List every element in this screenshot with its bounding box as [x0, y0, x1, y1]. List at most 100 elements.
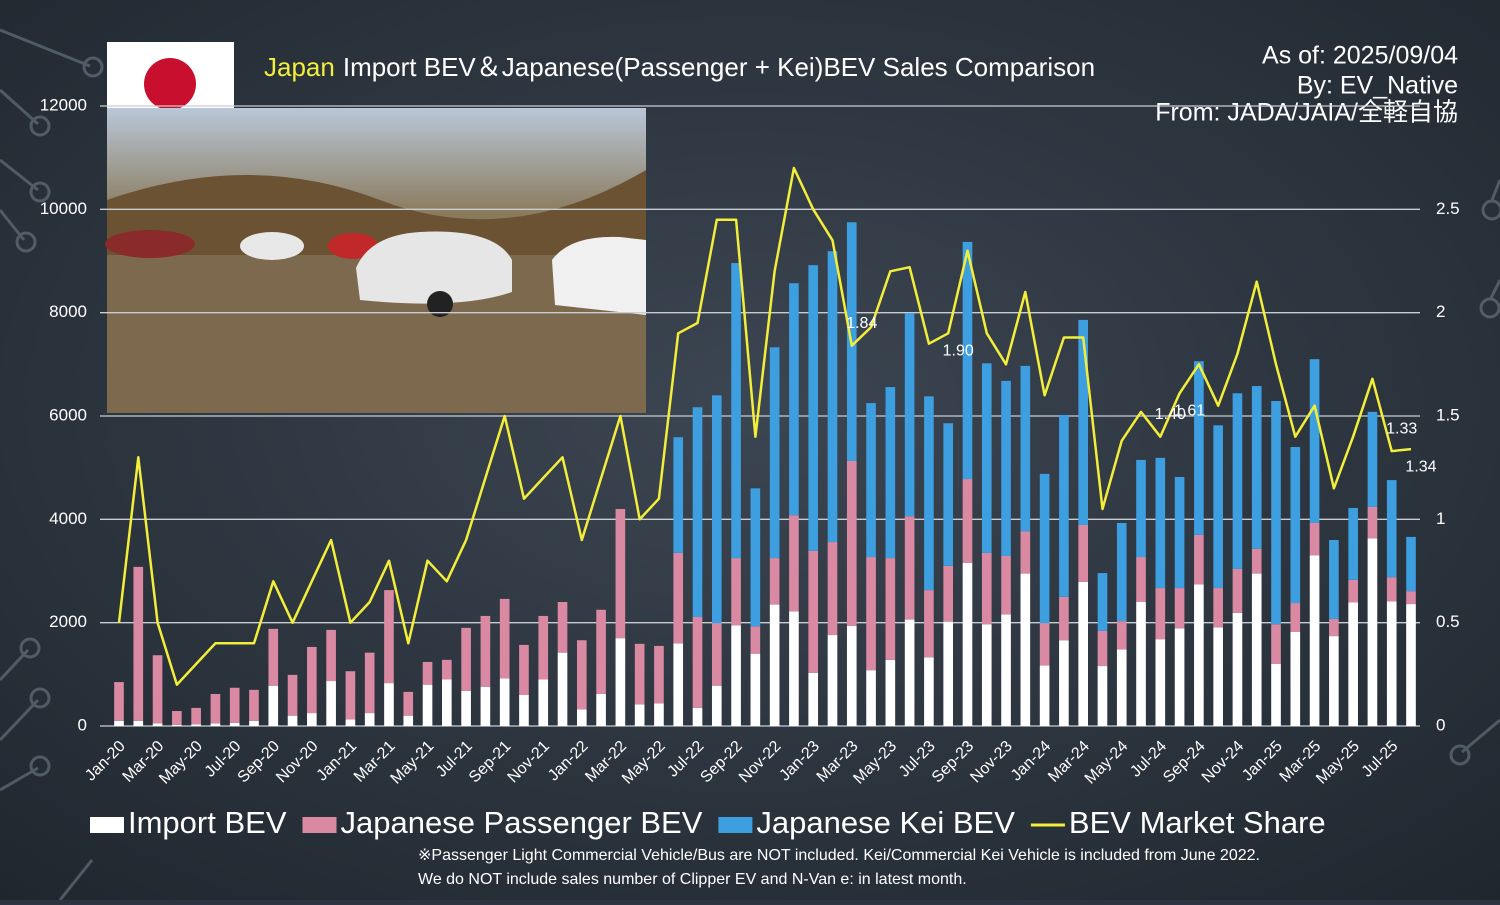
y2-tick-label: 2 — [1436, 302, 1445, 321]
bar-segment — [1078, 319, 1088, 526]
bar-segment — [1290, 447, 1301, 604]
data-label: 1.33 — [1386, 420, 1417, 437]
y2-tick-label: 0 — [1436, 715, 1445, 734]
bar-segment — [172, 724, 182, 726]
bar-segment — [731, 558, 741, 626]
bar-segment — [1329, 619, 1339, 637]
bar-segment — [904, 516, 915, 620]
bar-segment — [1290, 603, 1301, 632]
bar-segment — [287, 715, 298, 726]
bar-segment — [499, 598, 510, 679]
legend-label: Import BEV — [128, 805, 287, 840]
bar-segment — [538, 615, 549, 680]
bar-segment — [442, 679, 452, 726]
bar-segment — [943, 565, 954, 622]
bar-segment — [1078, 525, 1088, 582]
bar-segment — [1367, 538, 1378, 726]
legend-swatch — [90, 817, 124, 833]
bar-segment — [1329, 636, 1339, 726]
bar-segment — [1039, 623, 1050, 666]
bar-segment — [307, 646, 317, 714]
bar-segment — [1174, 476, 1185, 589]
bar-segment — [422, 684, 433, 726]
bar-segment — [692, 407, 703, 617]
bar-segment — [943, 621, 954, 726]
bar-segment — [345, 719, 356, 726]
bar-segment — [634, 643, 645, 705]
bar-segment — [981, 363, 992, 553]
bar-segment — [1116, 621, 1127, 650]
bar-segment — [133, 720, 144, 726]
bar-segment — [287, 674, 298, 716]
bar-segment — [499, 678, 510, 726]
bar-segment — [615, 509, 626, 639]
line-series — [117, 166, 1412, 686]
bar-segment — [1213, 425, 1223, 589]
bar-segment — [1290, 631, 1301, 726]
bar-segment — [1155, 457, 1166, 589]
bar-segment — [1001, 556, 1011, 615]
bar-segment — [345, 671, 356, 720]
bar-segment — [750, 653, 761, 726]
bar-segment — [827, 251, 838, 543]
bar-segment — [885, 558, 896, 660]
title-highlight: Japan — [264, 52, 335, 82]
bar-segment — [750, 626, 761, 654]
bar-segment — [1020, 531, 1031, 574]
bar-segment — [827, 635, 838, 726]
bar-segment — [1116, 522, 1127, 622]
bar-segment — [943, 423, 954, 566]
bar-segment — [210, 723, 221, 726]
bar-segment — [1194, 584, 1204, 726]
bar-segment — [1386, 577, 1397, 602]
bar-segment — [422, 661, 433, 685]
bar-segment — [1136, 459, 1146, 558]
data-label: 1.40 — [1155, 406, 1186, 423]
bar-segment — [249, 720, 259, 726]
title-text: Import BEV＆Japanese(Passenger + Kei)BEV … — [343, 52, 1095, 82]
bar-segment — [1367, 506, 1378, 539]
bar-segment — [384, 683, 394, 726]
bar-segment — [557, 652, 568, 726]
bar-segment — [1174, 588, 1185, 629]
bar-segment — [1309, 555, 1320, 726]
bar-segment — [1136, 602, 1146, 726]
bar-segment — [1406, 591, 1416, 605]
bar-segment — [827, 542, 838, 636]
bar-segment — [808, 550, 819, 673]
y-tick-label: 2000 — [49, 612, 87, 631]
bar-segment — [1097, 573, 1108, 631]
bar-segment — [866, 557, 876, 671]
bar-segment — [1155, 639, 1166, 726]
data-label: 1.84 — [846, 315, 877, 332]
bar-segment — [692, 616, 703, 708]
bar-segment — [480, 686, 491, 726]
bar-segment — [133, 566, 144, 721]
bar-segment — [249, 689, 259, 721]
legend-swatch — [302, 817, 337, 833]
bar-segment — [1020, 365, 1031, 532]
bar-segment — [1078, 581, 1088, 726]
bar-segment — [538, 679, 549, 726]
bar-segment — [1001, 614, 1011, 726]
bar-segment — [1367, 411, 1378, 507]
bar-segment — [114, 720, 124, 726]
bar-segment — [1348, 507, 1358, 580]
bar-segment — [461, 627, 471, 691]
bar-segment — [1020, 573, 1031, 726]
bar-segment — [461, 690, 471, 726]
bar-segment — [654, 703, 664, 726]
bar-segment — [1059, 596, 1069, 641]
bar-segment — [1097, 630, 1108, 667]
footnote: ※Passenger Light Commercial Vehicle/Bus … — [418, 847, 1260, 864]
y-tick-label: 12000 — [40, 95, 87, 114]
y-tick-label: 0 — [78, 715, 87, 734]
bar-segment — [1001, 380, 1011, 557]
bar-segment — [403, 715, 414, 726]
bar-segment — [268, 685, 279, 726]
bar-segment — [673, 643, 684, 726]
y-tick-label: 4000 — [49, 509, 87, 528]
bar-segment — [1271, 664, 1281, 726]
y2-tick-label: 0.5 — [1436, 612, 1460, 631]
